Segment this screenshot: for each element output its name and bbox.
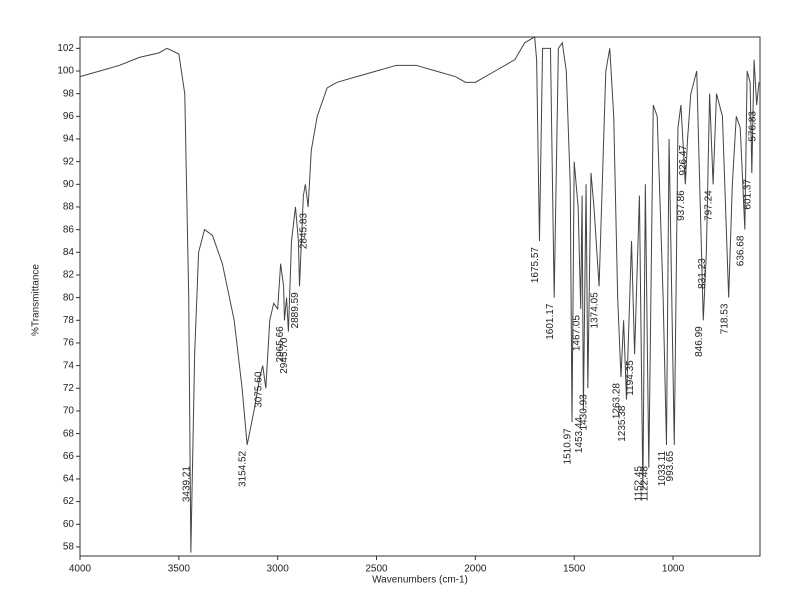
x-tick-label: 3000 [267, 564, 290, 575]
peak-label: 1263.28 [612, 383, 623, 420]
y-tick-label: 70 [63, 406, 75, 417]
y-tick-label: 86 [63, 224, 75, 235]
y-tick-label: 102 [57, 43, 74, 54]
y-tick-label: 96 [63, 111, 75, 122]
peak-label: 2889.59 [290, 292, 301, 329]
peak-label: 1033.11 [657, 450, 668, 486]
peak-label: 831.23 [697, 258, 708, 289]
peak-label: 1601.17 [545, 303, 556, 340]
y-tick-label: 82 [63, 270, 75, 281]
y-tick-label: 62 [63, 496, 75, 507]
x-tick-label: 1500 [563, 564, 586, 575]
x-axis-label: Wavenumbers (cm-1) [372, 575, 468, 586]
x-tick-label: 4000 [69, 564, 92, 575]
peak-label: 3439.21 [182, 466, 193, 503]
x-tick-label: 2000 [464, 564, 487, 575]
y-tick-label: 88 [63, 202, 75, 213]
y-tick-label: 80 [63, 292, 75, 303]
peak-label: 1122.48 [639, 466, 650, 502]
y-tick-label: 90 [63, 179, 75, 190]
peak-label: 3075.60 [253, 371, 264, 408]
peak-label: 993.65 [665, 450, 676, 481]
peak-label: 1430.93 [578, 394, 589, 431]
peak-label: 1453.44 [574, 417, 585, 454]
x-tick-label: 2500 [365, 564, 388, 575]
y-tick-label: 74 [63, 360, 75, 371]
y-tick-label: 72 [63, 383, 75, 394]
spectrum-line [79, 36, 760, 553]
peak-label: 1510.97 [563, 428, 574, 465]
peak-label: 926.47 [678, 145, 689, 176]
y-tick-label: 94 [63, 134, 75, 145]
peak-label: 1675.57 [530, 247, 541, 284]
peak-label: 601.37 [742, 179, 753, 210]
y-tick-label: 68 [63, 428, 75, 439]
peak-label: 2965.66 [275, 326, 286, 363]
y-tick-label: 92 [63, 156, 75, 167]
peak-label: 937.86 [676, 190, 687, 221]
peak-label: 846.99 [694, 326, 705, 357]
peak-label: 576.83 [747, 111, 758, 142]
peak-label: 797.24 [704, 190, 715, 221]
peak-label: 3154.52 [238, 450, 249, 487]
y-tick-label: 84 [63, 247, 75, 258]
peak-label: 1194.35 [625, 360, 636, 396]
x-tick-label: 1000 [662, 564, 685, 575]
plot-frame [79, 36, 761, 557]
peak-label: 1374.05 [590, 292, 601, 329]
peak-label: 1235.38 [617, 405, 628, 442]
y-tick-label: 64 [63, 474, 75, 485]
y-tick-label: 78 [63, 315, 75, 326]
peak-label: 2945.70 [279, 337, 290, 374]
y-tick-label: 76 [63, 338, 75, 349]
peak-label: 2845.83 [299, 213, 310, 250]
peak-label: 1152.45 [634, 466, 645, 502]
y-tick-label: 66 [63, 451, 75, 462]
peak-label: 636.68 [735, 235, 746, 266]
peak-label: 718.53 [719, 303, 730, 334]
y-axis-label: %Transmittance [31, 264, 42, 336]
x-tick-label: 3500 [168, 564, 191, 575]
y-tick-label: 60 [63, 519, 75, 530]
y-tick-label: 58 [63, 542, 75, 553]
y-tick-label: 98 [63, 88, 75, 99]
peak-label: 1467.05 [571, 315, 582, 352]
y-tick-label: 100 [57, 66, 74, 77]
